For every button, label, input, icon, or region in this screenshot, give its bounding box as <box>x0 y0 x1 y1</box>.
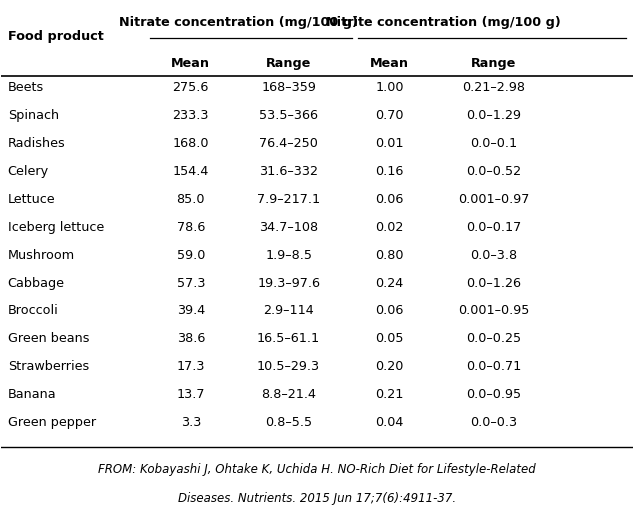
Text: 0.0–0.25: 0.0–0.25 <box>466 332 521 345</box>
Text: Green pepper: Green pepper <box>8 416 96 429</box>
Text: 0.0–3.8: 0.0–3.8 <box>470 248 517 262</box>
Text: 0.0–0.3: 0.0–0.3 <box>470 416 517 429</box>
Text: 233.3: 233.3 <box>172 109 209 122</box>
Text: 16.5–61.1: 16.5–61.1 <box>257 332 320 345</box>
Text: Range: Range <box>266 57 311 70</box>
Text: 0.02: 0.02 <box>375 221 404 234</box>
Text: 78.6: 78.6 <box>176 221 205 234</box>
Text: Mean: Mean <box>370 57 409 70</box>
Text: Nitrite concentration (mg/100 g): Nitrite concentration (mg/100 g) <box>326 16 560 29</box>
Text: Iceberg lettuce: Iceberg lettuce <box>8 221 104 234</box>
Text: 1.9–8.5: 1.9–8.5 <box>265 248 312 262</box>
Text: 53.5–366: 53.5–366 <box>259 109 318 122</box>
Text: 8.8–21.4: 8.8–21.4 <box>261 388 316 401</box>
Text: Mean: Mean <box>171 57 210 70</box>
Text: 13.7: 13.7 <box>176 388 205 401</box>
Text: Nitrate concentration (mg/100 g): Nitrate concentration (mg/100 g) <box>119 16 358 29</box>
Text: 0.21–2.98: 0.21–2.98 <box>462 81 525 94</box>
Text: 0.8–5.5: 0.8–5.5 <box>265 416 312 429</box>
Text: 2.9–114: 2.9–114 <box>263 305 314 318</box>
Text: 57.3: 57.3 <box>176 277 205 289</box>
Text: 0.0–1.26: 0.0–1.26 <box>466 277 521 289</box>
Text: 0.001–0.97: 0.001–0.97 <box>458 193 529 206</box>
Text: 76.4–250: 76.4–250 <box>259 137 318 150</box>
Text: 17.3: 17.3 <box>176 361 205 373</box>
Text: Strawberries: Strawberries <box>8 361 89 373</box>
Text: Banana: Banana <box>8 388 56 401</box>
Text: 168.0: 168.0 <box>172 137 209 150</box>
Text: 7.9–217.1: 7.9–217.1 <box>257 193 320 206</box>
Text: 0.0–0.52: 0.0–0.52 <box>466 165 521 178</box>
Text: 0.0–1.29: 0.0–1.29 <box>466 109 521 122</box>
Text: FROM: Kobayashi J, Ohtake K, Uchida H. NO-Rich Diet for Lifestyle-Related: FROM: Kobayashi J, Ohtake K, Uchida H. N… <box>98 464 536 477</box>
Text: 0.70: 0.70 <box>375 109 404 122</box>
Text: 0.04: 0.04 <box>375 416 404 429</box>
Text: Cabbage: Cabbage <box>8 277 65 289</box>
Text: 0.06: 0.06 <box>375 305 404 318</box>
Text: 31.6–332: 31.6–332 <box>259 165 318 178</box>
Text: Lettuce: Lettuce <box>8 193 55 206</box>
Text: Food product: Food product <box>8 30 103 43</box>
Text: 0.21: 0.21 <box>375 388 404 401</box>
Text: 39.4: 39.4 <box>177 305 205 318</box>
Text: Mushroom: Mushroom <box>8 248 75 262</box>
Text: 0.06: 0.06 <box>375 193 404 206</box>
Text: 0.0–0.95: 0.0–0.95 <box>466 388 521 401</box>
Text: 38.6: 38.6 <box>176 332 205 345</box>
Text: Broccoli: Broccoli <box>8 305 58 318</box>
Text: 168–359: 168–359 <box>261 81 316 94</box>
Text: 19.3–97.6: 19.3–97.6 <box>257 277 320 289</box>
Text: 0.0–0.17: 0.0–0.17 <box>466 221 521 234</box>
Text: 3.3: 3.3 <box>181 416 201 429</box>
Text: 0.24: 0.24 <box>375 277 404 289</box>
Text: 10.5–29.3: 10.5–29.3 <box>257 361 320 373</box>
Text: Green beans: Green beans <box>8 332 89 345</box>
Text: 34.7–108: 34.7–108 <box>259 221 318 234</box>
Text: 0.0–0.71: 0.0–0.71 <box>466 361 521 373</box>
Text: 0.05: 0.05 <box>375 332 404 345</box>
Text: Celery: Celery <box>8 165 49 178</box>
Text: 0.01: 0.01 <box>375 137 404 150</box>
Text: 0.16: 0.16 <box>375 165 404 178</box>
Text: 59.0: 59.0 <box>176 248 205 262</box>
Text: Range: Range <box>471 57 517 70</box>
Text: Beets: Beets <box>8 81 44 94</box>
Text: Diseases. Nutrients. 2015 Jun 17;7(6):4911-37.: Diseases. Nutrients. 2015 Jun 17;7(6):49… <box>178 492 456 505</box>
Text: Spinach: Spinach <box>8 109 59 122</box>
Text: 0.80: 0.80 <box>375 248 404 262</box>
Text: 0.001–0.95: 0.001–0.95 <box>458 305 529 318</box>
Text: 85.0: 85.0 <box>176 193 205 206</box>
Text: 1.00: 1.00 <box>375 81 404 94</box>
Text: Radishes: Radishes <box>8 137 65 150</box>
Text: 0.0–0.1: 0.0–0.1 <box>470 137 517 150</box>
Text: 275.6: 275.6 <box>172 81 209 94</box>
Text: 154.4: 154.4 <box>172 165 209 178</box>
Text: 0.20: 0.20 <box>375 361 404 373</box>
